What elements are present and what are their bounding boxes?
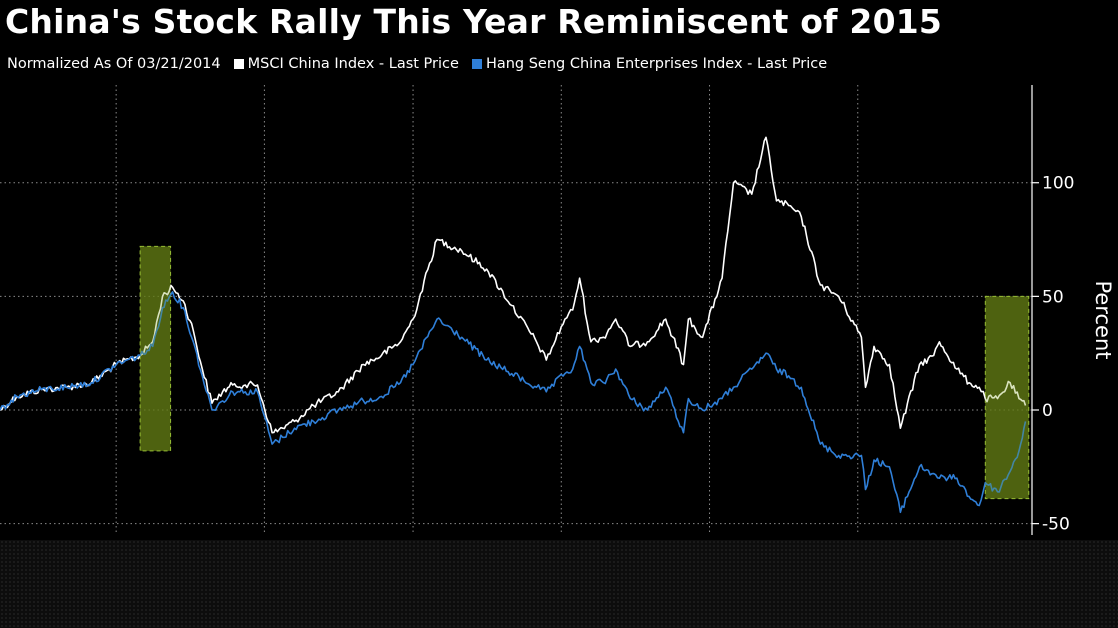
highlight-overlays bbox=[140, 246, 1029, 499]
legend-label-msci: MSCI China Index - Last Price bbox=[247, 56, 459, 72]
y-tick-label: 100 bbox=[1042, 174, 1074, 194]
y-tick-label: -50 bbox=[1042, 515, 1070, 535]
y-tick-label: 50 bbox=[1042, 287, 1064, 307]
legend: Normalized As Of 03/21/2014 MSCI China I… bbox=[7, 56, 840, 72]
series-lines bbox=[0, 136, 1027, 514]
legend-item-hscei: Hang Seng China Enterprises Index - Last… bbox=[471, 56, 828, 72]
y-tick-label: 0 bbox=[1042, 401, 1053, 421]
series-line-hscei bbox=[0, 291, 1027, 514]
legend-subtitle: Normalized As Of 03/21/2014 bbox=[7, 56, 221, 72]
legend-swatch-hscei bbox=[471, 59, 482, 69]
chart-title: China's Stock Rally This Year Reminiscen… bbox=[5, 2, 943, 41]
series-line-msci bbox=[0, 136, 1027, 434]
y-axis: 100 50 0 -50 bbox=[1031, 85, 1074, 535]
highlight-overlay bbox=[985, 296, 1029, 499]
y-axis-label: Percent bbox=[1091, 280, 1115, 359]
legend-label-hscei: Hang Seng China Enterprises Index - Last… bbox=[485, 56, 828, 72]
highlight-overlay bbox=[140, 246, 171, 451]
legend-item-msci: MSCI China Index - Last Price bbox=[233, 56, 459, 72]
legend-swatch-msci bbox=[233, 59, 244, 69]
footer-band bbox=[0, 540, 1118, 628]
gridlines bbox=[0, 85, 1032, 535]
legend-subtitle-text: Normalized As Of 03/21/2014 bbox=[7, 56, 221, 72]
highlight-boxes bbox=[139, 245, 1030, 500]
